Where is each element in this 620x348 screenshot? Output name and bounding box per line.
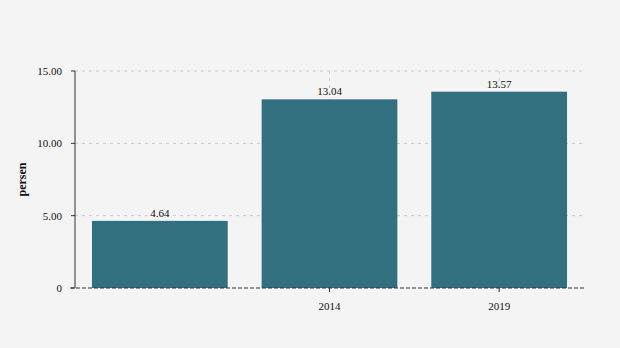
y-tick-label: 0 <box>57 282 63 294</box>
y-axis-label: persen <box>15 162 29 196</box>
y-tick <box>71 143 75 144</box>
y-tick <box>71 215 75 216</box>
bar <box>262 99 398 288</box>
bars <box>92 92 567 288</box>
x-tick <box>499 288 500 292</box>
bar <box>431 92 567 288</box>
x-tick-label: 2019 <box>488 300 511 312</box>
y-tick-label: 5.00 <box>43 210 63 222</box>
data-label: 4.64 <box>150 207 170 219</box>
data-label: 13.57 <box>487 78 512 90</box>
y-tick-label: 10.00 <box>37 137 62 149</box>
x-axis <box>70 288 584 289</box>
chart-container: 0 5.00 10.00 15.00 2014 2019 4.64 13.04 13.57 per… <box>0 0 620 348</box>
x-tick-label: 2014 <box>319 300 342 312</box>
chart-svg: 0 5.00 10.00 15.00 2014 2019 4.64 13.04 13.57 per… <box>0 0 620 348</box>
data-label: 13.04 <box>317 85 342 97</box>
y-axis <box>75 71 76 288</box>
x-tick <box>329 288 330 292</box>
y-tick-label: 15.00 <box>37 65 62 77</box>
bar <box>92 221 228 288</box>
y-tick <box>71 71 75 72</box>
